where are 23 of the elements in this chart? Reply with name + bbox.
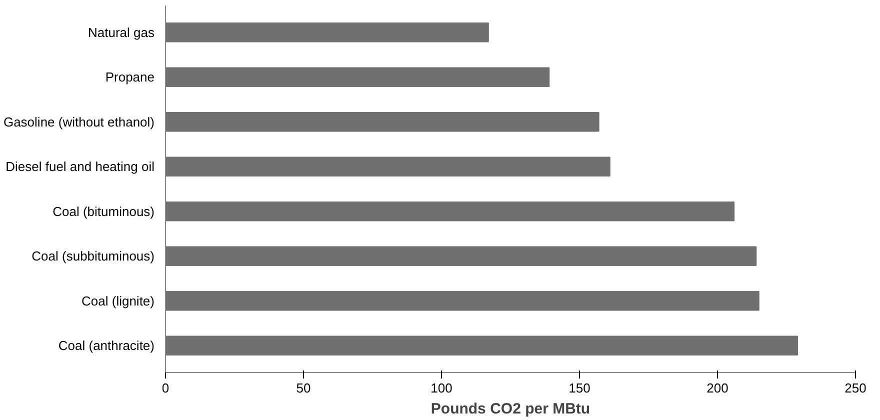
bar [166, 336, 798, 356]
x-tick-label: 0 [162, 380, 170, 396]
x-tick-label: 200 [706, 380, 728, 396]
y-tick-label: Coal (anthracite) [58, 338, 155, 354]
bar [166, 67, 550, 88]
x-tick-label: 50 [296, 380, 311, 396]
bar [166, 201, 735, 222]
y-tick-label: Coal (subbituminous) [32, 248, 155, 264]
bar [166, 246, 757, 266]
y-tick-label: Coal (lignite) [82, 293, 155, 308]
y-tick-label: Coal (bituminous) [52, 204, 154, 219]
x-tick-label: 150 [568, 380, 590, 396]
y-tick-label: Propane [105, 70, 155, 85]
x-tick-label: 250 [844, 380, 866, 396]
y-tick-label: Gasoline (without ethanol) [3, 114, 154, 130]
bar [166, 156, 610, 177]
x-tick-label: 100 [430, 380, 452, 396]
x-axis-title: Pounds CO2 per MBtu [430, 400, 590, 418]
bar [166, 22, 489, 42]
bar [166, 290, 760, 311]
bar [166, 112, 600, 132]
y-tick-label: Diesel fuel and heating oil [6, 159, 155, 174]
y-tick-label: Natural gas [88, 24, 155, 40]
